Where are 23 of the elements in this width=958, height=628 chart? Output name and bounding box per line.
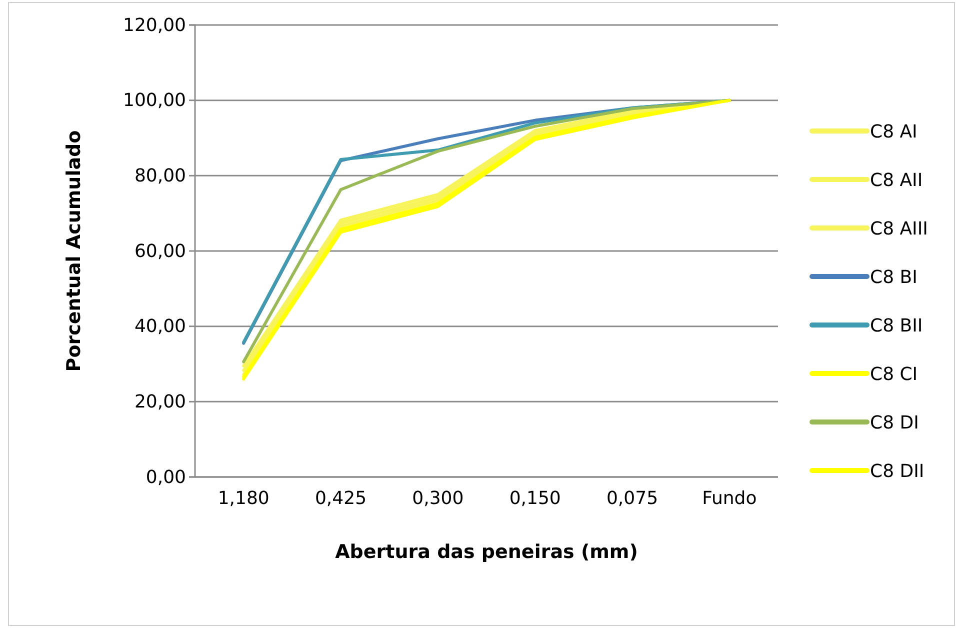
x-tick-label: 0,150	[509, 488, 561, 509]
y-axis-title: Porcentual Acumulado	[63, 130, 85, 372]
x-axis-title: Abertura das peneiras (mm)	[335, 541, 638, 563]
y-tick-label: 40,00	[134, 316, 186, 338]
x-tick-label: 0,425	[314, 488, 367, 509]
y-tick-label: 80,00	[134, 165, 186, 186]
legend-label: C8 DI	[870, 412, 919, 434]
x-tick-label: 1,180	[218, 488, 270, 509]
y-tick-label: 20,00	[134, 391, 186, 412]
x-tick-label: Fundo	[702, 488, 757, 509]
x-tick-label: 0,300	[412, 488, 464, 509]
x-tick-label: 0,075	[606, 488, 658, 509]
y-tick-label: 0,00	[146, 466, 186, 488]
legend-label: C8 AI	[870, 121, 918, 142]
legend-label: C8 AIII	[870, 218, 928, 240]
legend-label: C8 AII	[870, 170, 923, 191]
y-tick-label: 100,00	[123, 90, 186, 112]
legend-label: C8 CI	[870, 364, 918, 385]
legend-label: C8 BII	[870, 315, 923, 336]
y-tick-label: 120,00	[123, 14, 186, 36]
y-tick-label: 60,00	[134, 240, 186, 262]
legend-label: C8 BI	[870, 266, 918, 288]
legend-label: C8 DII	[870, 460, 924, 482]
